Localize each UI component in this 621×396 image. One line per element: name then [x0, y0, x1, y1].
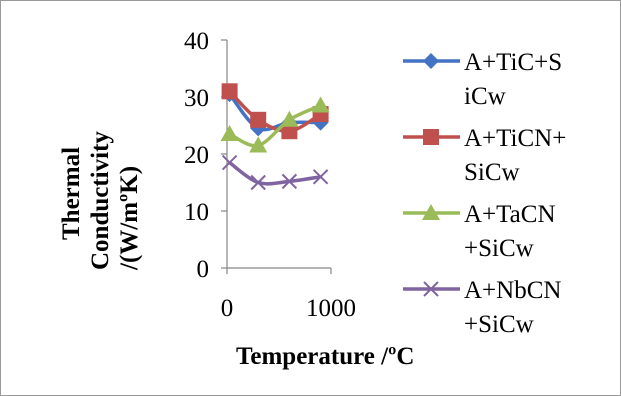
- marker-stroke: [423, 281, 439, 297]
- y-tick-label: 30: [184, 85, 209, 112]
- marker-stroke: [250, 174, 266, 191]
- legend-entry-4: A+NbCN +SiCw: [403, 277, 561, 338]
- data-point-marker: [250, 120, 267, 137]
- data-point-marker: [221, 154, 238, 171]
- legend-swatch-marker: [423, 129, 439, 145]
- marker-stroke: [281, 173, 298, 190]
- legend-label: +SiCw: [464, 311, 534, 338]
- legend-entry-1: A+TiC+S iCw: [403, 49, 562, 110]
- y-axis-title-group-2: Conductivity: [87, 131, 114, 270]
- legend-label: +SiCw: [464, 235, 534, 262]
- y-axis-title-line-1: Thermal: [58, 147, 85, 240]
- data-point-marker: [281, 123, 298, 140]
- y-tick-label: 20: [184, 142, 209, 169]
- legend-swatch-marker: [422, 204, 440, 220]
- x-axis-title: Temperature /ºC: [236, 343, 414, 370]
- series-4: [221, 154, 329, 191]
- y-axis-ticks: 0 10 20 30 40: [184, 28, 227, 283]
- y-tick-label: 40: [184, 28, 209, 55]
- marker-stroke: [221, 154, 238, 171]
- plot-area: [226, 40, 331, 269]
- legend-entry-3: A+TaCN +SiCw: [403, 201, 556, 262]
- legend-label: SiCw: [464, 159, 520, 186]
- data-point-marker: [221, 83, 238, 100]
- data-point-marker: [281, 173, 298, 190]
- series-layer: [220, 83, 330, 191]
- legend-entry-2: A+TiCN+ SiCw: [403, 125, 566, 186]
- series-line: [228, 90, 322, 134]
- data-point-marker: [249, 136, 268, 153]
- series-3: [220, 96, 330, 153]
- x-axis-ticks: 0 1000: [221, 268, 356, 322]
- legend-label: A+NbCN: [464, 277, 561, 304]
- y-axis-title-line-3: /(W/mºK): [116, 166, 143, 271]
- data-point-marker: [311, 96, 330, 113]
- legend-label: A+TaCN: [464, 201, 556, 228]
- data-point-marker: [220, 125, 239, 142]
- data-point-marker: [280, 110, 299, 127]
- legend-label: A+TiC+S: [464, 49, 562, 76]
- x-tick-label: 0: [221, 295, 234, 322]
- legend: A+TiC+S iCw A+TiCN+ SiCw A+TaCN +SiCw A+NbCN +S…: [403, 49, 566, 338]
- y-tick-label: 10: [184, 199, 209, 226]
- y-axis-title: Thermal: [58, 147, 85, 240]
- series-line: [228, 161, 321, 186]
- data-point-marker: [312, 169, 329, 185]
- y-axis-title-group-3: /(W/mºK): [116, 166, 143, 271]
- marker-stroke: [312, 169, 329, 185]
- legend-swatch-marker: [423, 53, 439, 69]
- data-point-marker: [250, 174, 266, 191]
- series-line: [228, 103, 322, 148]
- x-tick-label: 1000: [306, 295, 356, 322]
- legend-swatch-marker: [423, 281, 439, 297]
- legend-label: A+TiCN+: [464, 125, 566, 152]
- data-point-marker: [250, 111, 267, 128]
- y-tick-label: 0: [197, 256, 210, 283]
- y-axis-title-line-2: Conductivity: [87, 131, 114, 270]
- legend-label: iCw: [464, 83, 506, 110]
